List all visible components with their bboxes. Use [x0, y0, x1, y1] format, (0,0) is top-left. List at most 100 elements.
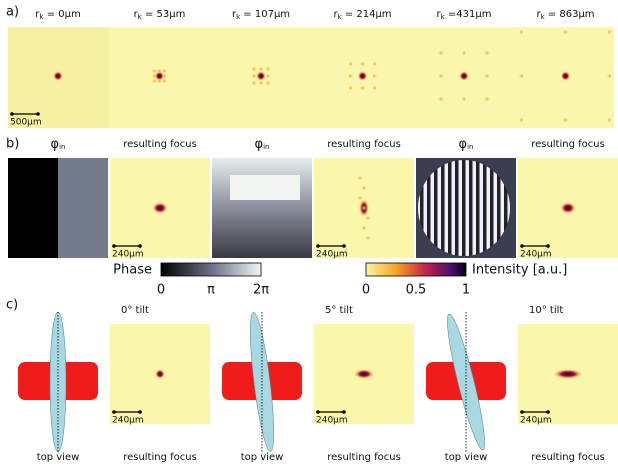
scale-bar-end: [342, 244, 346, 248]
scale-bar-end: [520, 410, 524, 414]
tilt-label: 10° tilt: [529, 305, 563, 316]
scale-bar-label: 240µm: [520, 416, 552, 426]
focus-spot: [53, 71, 63, 81]
scale-bar-end: [112, 244, 116, 248]
side-spot: [365, 235, 371, 241]
side-spot: [157, 78, 163, 84]
side-spot: [251, 73, 257, 79]
value: = 0µm: [43, 9, 80, 20]
scale-bar-label: 240µm: [316, 250, 348, 260]
side-spot: [348, 85, 354, 91]
side-spot: [357, 175, 363, 181]
title: resulting focus: [123, 139, 197, 150]
side-spot: [251, 66, 257, 72]
side-spot: [348, 73, 354, 79]
colorbar-tick-label: 2π: [253, 283, 269, 298]
scale-bar-end: [316, 410, 320, 414]
colorbar: [161, 263, 261, 276]
symbol: φ: [51, 137, 60, 152]
focus-spot: [256, 71, 266, 81]
scale-bar-end: [112, 410, 116, 414]
subscript: in: [467, 143, 473, 151]
title: φin: [255, 137, 270, 152]
title: resulting focus: [531, 139, 605, 150]
title: rk =431µm: [437, 9, 492, 21]
focus-spot: [358, 71, 368, 81]
title: rk = 53µm: [134, 9, 186, 21]
focus-spot: [561, 71, 571, 81]
colorbar-tick-label: 0: [157, 283, 165, 298]
side-spot: [607, 29, 613, 35]
panel-label: a): [6, 5, 19, 20]
tilt-label: 0° tilt: [121, 305, 149, 316]
side-spot: [258, 66, 264, 72]
phase-image: [8, 158, 58, 258]
value: = 53µm: [142, 9, 186, 20]
panel-label: c): [6, 298, 18, 313]
side-spot: [563, 29, 569, 35]
title: rk = 214µm: [333, 9, 391, 21]
title: φin: [51, 137, 66, 152]
panel-label: b): [6, 137, 19, 152]
scale-bar-label: 240µm: [112, 416, 144, 426]
phase-image: [58, 158, 108, 258]
value: = 863µm: [545, 9, 595, 20]
focus-spot: [560, 202, 576, 214]
focus-spot: [459, 71, 469, 81]
colorbar-tick-label: π: [207, 283, 215, 298]
subscript: in: [263, 143, 269, 151]
symbol: φ: [459, 137, 468, 152]
side-spot: [563, 117, 569, 123]
value: = 107µm: [240, 9, 290, 20]
scale-bar-end: [546, 244, 550, 248]
title: φin: [459, 137, 474, 152]
caption: resulting focus: [327, 452, 401, 463]
colorbar-label: Intensity [a.u.]: [472, 263, 567, 278]
side-spot: [484, 96, 490, 102]
side-spot: [357, 195, 363, 201]
colorbar: [366, 263, 466, 276]
colorbar-tick-label: 0.5: [406, 283, 427, 298]
scale-bar-end: [138, 410, 142, 414]
caption: top view: [445, 452, 488, 463]
colorbar-label: Phase: [113, 263, 152, 278]
side-spot: [372, 73, 378, 79]
side-spot: [251, 80, 257, 86]
scale-bar-end: [138, 244, 142, 248]
side-spot: [438, 50, 444, 56]
side-spot: [438, 96, 444, 102]
scale-bar-label: 240µm: [520, 250, 552, 260]
phase-image-detail: [230, 175, 300, 200]
value: =431µm: [445, 9, 492, 20]
side-spot: [360, 61, 366, 67]
side-spot: [360, 85, 366, 91]
title: resulting focus: [327, 139, 401, 150]
side-spot: [265, 73, 271, 79]
scale-bar-end: [36, 112, 40, 116]
title: rk = 863µm: [536, 9, 594, 21]
side-spot: [152, 73, 158, 79]
scale-bar-end: [342, 410, 346, 414]
side-spot: [484, 50, 490, 56]
scale-bar-label: 240µm: [316, 416, 348, 426]
side-spot: [372, 61, 378, 67]
side-spot: [258, 80, 264, 86]
caption: top view: [37, 452, 80, 463]
scale-bar-end: [520, 244, 524, 248]
caption: resulting focus: [123, 452, 197, 463]
scale-bar-label: 240µm: [112, 250, 144, 260]
side-spot: [484, 73, 490, 79]
focus-spot: [553, 369, 583, 379]
scale-bar-end: [10, 112, 14, 116]
side-spot: [519, 117, 525, 123]
side-spot: [519, 29, 525, 35]
side-spot: [365, 215, 371, 221]
colorbar-tick-label: 1: [462, 283, 470, 298]
focus-spot: [354, 369, 374, 379]
title: rk = 0µm: [35, 9, 80, 21]
side-spot: [461, 50, 467, 56]
symbol: φ: [255, 137, 264, 152]
subscript: in: [59, 143, 65, 151]
side-spot: [519, 73, 525, 79]
side-spot: [157, 68, 163, 74]
